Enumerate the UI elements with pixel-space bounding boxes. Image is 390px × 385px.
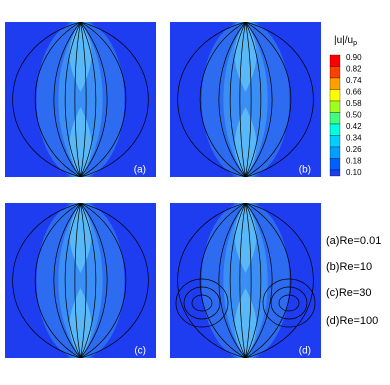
panel-label: (b) — [299, 165, 311, 176]
colorbar-tick-label: 0.34 — [346, 134, 362, 143]
colorbar-title-main: |u|/u — [334, 35, 353, 46]
colorbar-title-sub: p — [353, 40, 357, 47]
colorbar-swatch — [329, 146, 341, 159]
colorbar-swatch — [329, 54, 341, 67]
panel-label: (c) — [134, 346, 146, 357]
colorbar-swatch — [329, 112, 341, 125]
panel-d — [170, 161, 321, 380]
colorbar-tick-label: 0.82 — [346, 65, 362, 74]
colorbar-tick-label: 0.58 — [346, 99, 362, 108]
colorbar-swatch — [329, 66, 341, 79]
colorbar-tick-label: 0.18 — [346, 157, 362, 166]
panel-a — [5, 0, 156, 219]
panel-label: (a) — [134, 165, 146, 176]
panel-label: (d) — [299, 346, 311, 357]
colorbar-tick-label: 0.42 — [346, 122, 362, 131]
colorbar-tick-label: 0.26 — [346, 145, 362, 154]
legend-entry: (a)Re=0.01 — [326, 235, 381, 247]
legend-entry: (b)Re=10 — [326, 261, 372, 273]
colorbar-tick-label: 0.10 — [346, 168, 362, 177]
colorbar-tick-label: 0.66 — [346, 88, 362, 97]
colorbar-title: |u|/up — [334, 35, 357, 47]
legend-entry: (d)Re=100 — [326, 315, 378, 327]
colorbar-swatch — [329, 135, 341, 148]
colorbar-swatch — [329, 89, 341, 102]
legend-entry: (c)Re=30 — [326, 287, 372, 299]
colorbar-swatch — [329, 169, 341, 177]
colorbar-swatch — [329, 100, 341, 113]
colorbar-tick-label: 0.74 — [346, 76, 362, 85]
colorbar: 0.90 0.82 0.74 0.66 0.58 0.50 0.42 0.34 0.26 0.18… — [329, 53, 362, 177]
colorbar-tick-label: 0.50 — [346, 111, 362, 120]
colorbar-swatch — [329, 123, 341, 136]
colorbar-swatch — [329, 77, 341, 90]
colorbar-swatch — [329, 158, 341, 171]
panel-b — [170, 0, 321, 219]
colorbar-tick-label: 0.90 — [346, 53, 362, 62]
